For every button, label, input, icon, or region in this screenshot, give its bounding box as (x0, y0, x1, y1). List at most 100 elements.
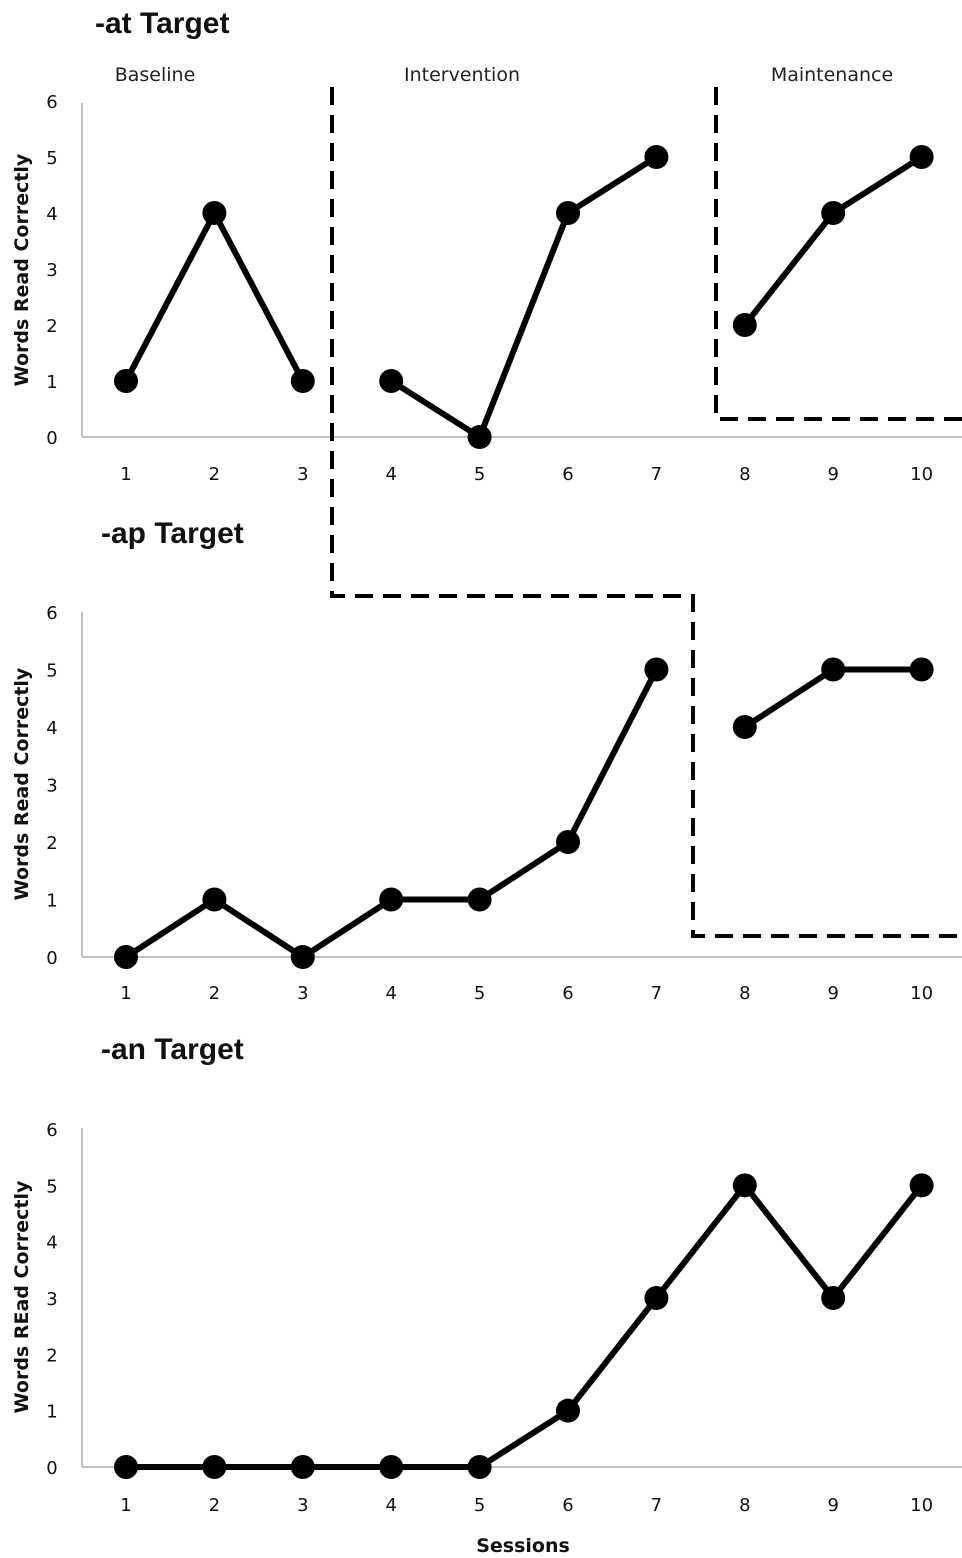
at-target-data-point (467, 425, 492, 449)
ap-target-x-ticks: 1 2 3 4 5 6 7 8 9 10 (120, 983, 933, 1004)
ap-target-y-axis-label: Words Read Correctly (11, 667, 33, 900)
an-target-x-ticks: 1 2 3 4 5 6 7 8 9 10 (120, 1495, 933, 1516)
at-target-title: -at Target (95, 7, 229, 40)
an-target-title: -an Target (101, 1033, 244, 1066)
ap-target-data-point (644, 657, 669, 682)
ap-target-x-tick-label: 6 (562, 983, 573, 1004)
at-target-x-tick-label: 2 (209, 464, 220, 485)
phase-label-intervention: Intervention (404, 64, 520, 86)
ap-target-y-tick-label: 5 (46, 661, 57, 682)
an-target-y-tick-label: 5 (46, 1176, 57, 1197)
an-target-y-tick-label: 2 (46, 1345, 57, 1366)
ap-target-series-line (123, 666, 660, 960)
phase-change-line-intervention (330, 87, 962, 938)
an-target-data-point (909, 1173, 934, 1198)
at-target-y-tick-label: 4 (46, 204, 57, 225)
at-target-x-tick-label: 7 (651, 464, 662, 485)
an-target-y-tick-label: 3 (46, 1289, 57, 1310)
an-target-panel: -an Target Words REad Correctly Sessions… (11, 1033, 962, 1557)
an-target-data-point (732, 1173, 757, 1198)
ap-target-y-tick-label: 3 (46, 776, 57, 797)
an-target-x-tick-label: 3 (297, 1495, 308, 1516)
at-target-y-tick-label: 5 (46, 148, 57, 169)
an-target-x-tick-label: 10 (910, 1495, 933, 1516)
ap-target-x-tick-label: 2 (209, 983, 220, 1004)
ap-target-data-point (556, 830, 580, 854)
ap-target-y-tick-label: 4 (46, 718, 57, 739)
at-target-x-tick-label: 9 (827, 464, 838, 485)
ap-target-data-point (821, 657, 846, 682)
ap-target-data-point (114, 945, 138, 969)
at-target-x-tick-label: 8 (739, 464, 750, 485)
an-target-y-axis-label: Words REad Correctly (11, 1180, 33, 1413)
an-target-y-tick-label: 1 (46, 1402, 57, 1423)
at-target-y-axis-label: Words Read Correctly (11, 153, 33, 386)
an-target-x-tick-label: 5 (474, 1495, 485, 1516)
at-target-series (114, 145, 934, 449)
ap-target-data-point (379, 887, 404, 912)
an-target-data-point (379, 1455, 404, 1479)
phase-label-maintenance: Maintenance (771, 64, 893, 86)
an-target-y-tick-label: 4 (46, 1233, 57, 1254)
an-target-x-tick-label: 9 (827, 1495, 838, 1516)
at-target-data-point (732, 313, 757, 337)
ap-target-x-tick-label: 9 (827, 983, 838, 1004)
at-target-data-point (556, 201, 580, 225)
at-target-y-tick-label: 0 (46, 428, 57, 449)
ap-target-x-tick-label: 1 (120, 983, 131, 1004)
an-target-y-tick-label: 6 (46, 1120, 57, 1141)
ap-target-y-tick-label: 0 (46, 948, 57, 969)
at-target-x-tick-label: 10 (910, 464, 933, 485)
ap-target-x-tick-label: 8 (739, 983, 750, 1004)
at-target-y-tick-label: 3 (46, 260, 57, 281)
at-target-x-tick-label: 1 (120, 464, 131, 485)
ap-target-y-tick-label: 6 (46, 603, 57, 624)
an-target-x-tick-label: 8 (739, 1495, 750, 1516)
ap-target-series (114, 657, 934, 969)
phase-label-baseline: Baseline (115, 64, 196, 86)
at-target-x-tick-label: 5 (474, 464, 485, 485)
an-target-x-tick-label: 4 (385, 1495, 396, 1516)
ap-target-y-tick-label: 1 (46, 891, 57, 912)
ap-target-data-point (467, 887, 492, 912)
an-target-x-axis-label: Sessions (476, 1535, 570, 1557)
ap-target-x-tick-label: 5 (474, 983, 485, 1004)
an-target-x-tick-label: 7 (651, 1495, 662, 1516)
an-target-y-tick-label: 0 (46, 1458, 57, 1479)
ap-target-data-point (202, 887, 227, 912)
at-target-data-point (909, 145, 934, 169)
ap-target-title: -ap Target (101, 517, 244, 550)
at-target-x-tick-label: 4 (385, 464, 396, 485)
an-target-data-point (467, 1455, 492, 1479)
at-target-y-tick-label: 2 (46, 316, 57, 337)
at-target-data-point (114, 369, 138, 393)
at-target-series-line (388, 154, 660, 440)
ap-target-y-tick-label: 2 (46, 833, 57, 854)
an-target-data-point (290, 1455, 315, 1479)
at-target-x-tick-label: 6 (562, 464, 573, 485)
an-target-data-point (556, 1398, 580, 1423)
ap-target-data-point (909, 657, 934, 682)
at-target-x-tick-label: 3 (297, 464, 308, 485)
an-target-data-point (202, 1455, 227, 1479)
phase-change-line-maintenance (714, 87, 962, 421)
ap-target-x-tick-label: 10 (910, 983, 933, 1004)
at-target-data-point (290, 369, 315, 393)
an-target-series-line (123, 1182, 925, 1470)
ap-target-x-tick-label: 3 (297, 983, 308, 1004)
ap-target-panel: -ap Target Words Read Correctly 0123456 … (11, 517, 962, 1004)
ap-target-x-tick-label: 4 (385, 983, 396, 1004)
an-target-data-point (644, 1286, 669, 1310)
ap-target-data-point (290, 945, 315, 969)
an-target-x-tick-label: 6 (562, 1495, 573, 1516)
an-target-x-tick-label: 1 (120, 1495, 131, 1516)
an-target-data-point (821, 1286, 846, 1310)
at-target-y-ticks: 0 1 2 3 4 5 6 (46, 92, 57, 449)
an-target-x-tick-label: 2 (209, 1495, 220, 1516)
at-target-data-point (379, 369, 404, 393)
an-target-y-ticks: 0 1 2 3 4 5 6 (46, 1120, 57, 1479)
at-target-series-line (741, 154, 925, 328)
an-target-series (114, 1173, 934, 1479)
at-target-data-point (202, 201, 227, 225)
